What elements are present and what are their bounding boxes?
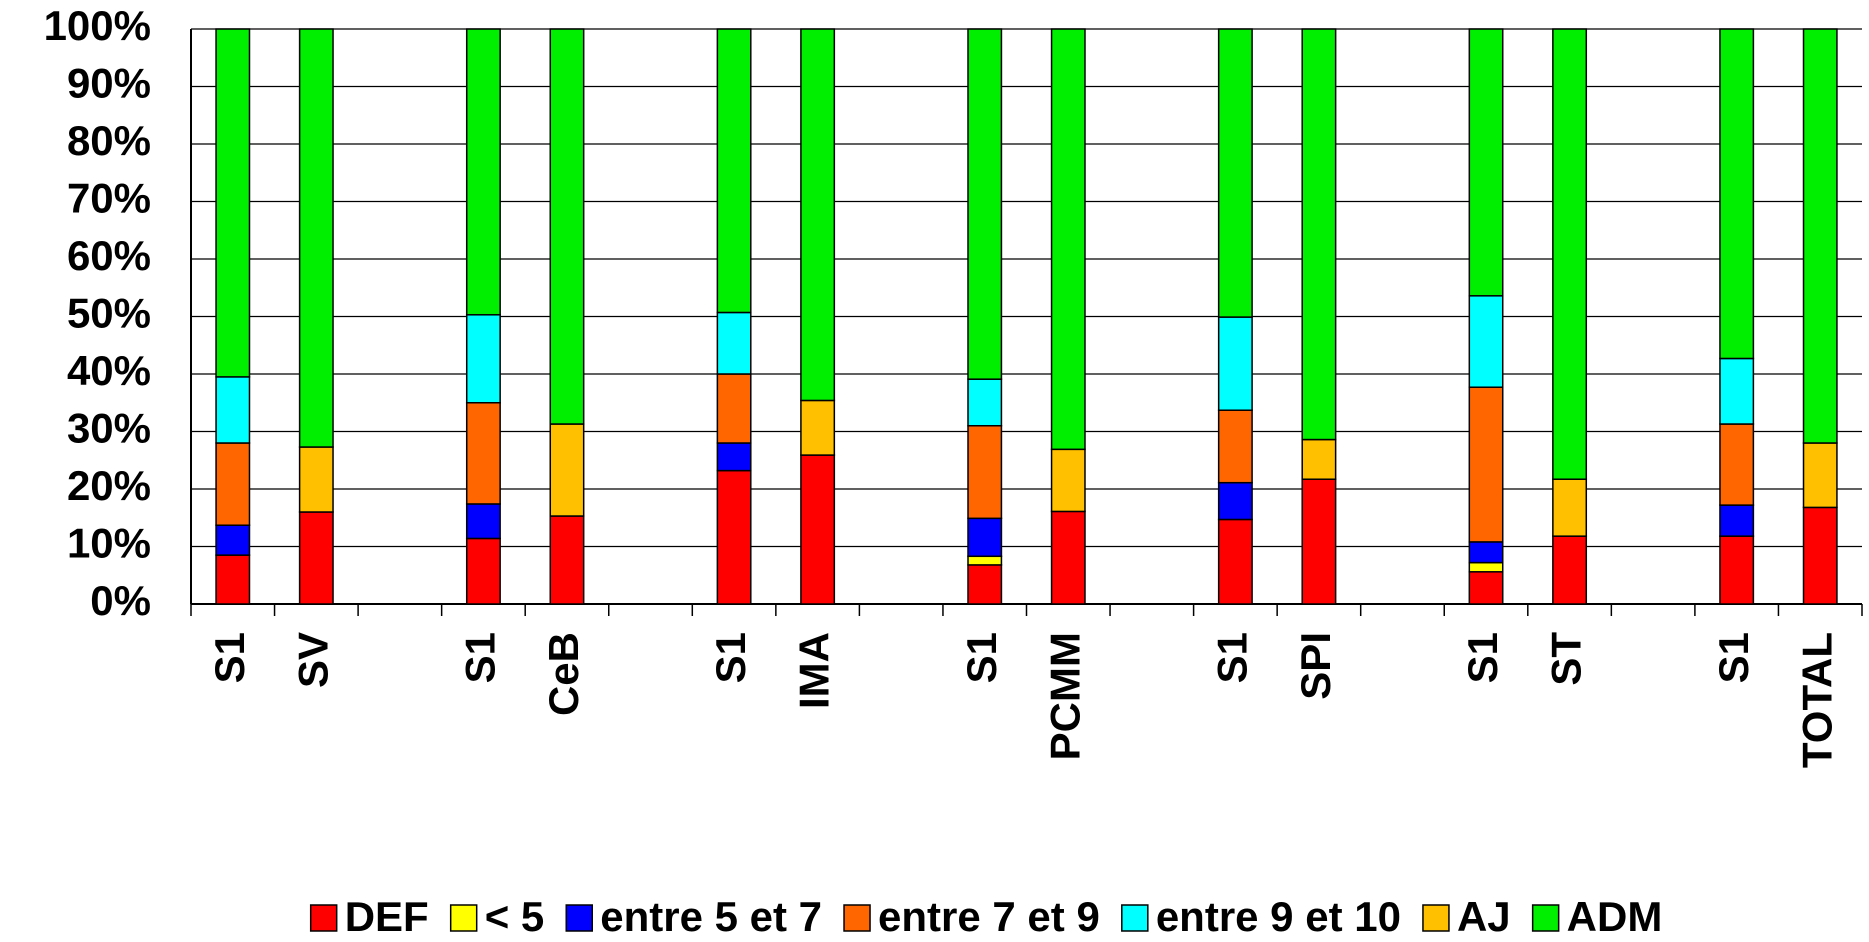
- y-tick-label: 40%: [67, 347, 151, 394]
- x-tick-label: SPI: [1292, 632, 1339, 700]
- bar-segment: [1719, 535, 1755, 605]
- bar-segment: [1217, 481, 1253, 521]
- bar-segment: [215, 28, 251, 378]
- bar-segment: [716, 311, 752, 375]
- bar-segment: [1050, 510, 1086, 605]
- bar-segment: [215, 376, 251, 444]
- legend-swatch: [1531, 904, 1560, 932]
- legend-label: entre 9 et 10: [1156, 893, 1401, 940]
- bar-segment: [549, 28, 585, 425]
- bar-segment: [298, 511, 334, 605]
- x-tick-label: TOTAL: [1793, 632, 1840, 768]
- x-tick-label: S1: [1710, 632, 1757, 683]
- bar-segment: [1301, 28, 1337, 441]
- bar-segment: [549, 423, 585, 517]
- y-tick-label: 90%: [67, 60, 151, 107]
- bar-segment: [1217, 409, 1253, 484]
- y-tick-label: 70%: [67, 175, 151, 222]
- y-tick-label: 60%: [67, 232, 151, 279]
- bar-segment: [1217, 28, 1253, 318]
- bar-segment: [716, 469, 752, 605]
- y-tick-label: 30%: [67, 405, 151, 452]
- bar-segment: [1217, 518, 1253, 605]
- bar-segment: [1552, 535, 1588, 605]
- bar-segment: [465, 402, 501, 505]
- bar-segment: [215, 554, 251, 605]
- bar-segment: [1468, 541, 1504, 564]
- x-tick-label: CeB: [540, 632, 587, 716]
- bar-segment: [1802, 442, 1838, 509]
- bar-segment: [1050, 28, 1086, 451]
- legend-label: AJ: [1457, 893, 1511, 940]
- legend-swatch: [565, 904, 593, 932]
- bar-segment: [800, 399, 836, 456]
- x-tick-label: S1: [457, 632, 504, 683]
- bar-segment: [1217, 316, 1253, 411]
- x-tick-label: ST: [1543, 632, 1590, 686]
- legend-swatch: [843, 904, 871, 932]
- bar-segment: [800, 454, 836, 605]
- bar-segment: [1468, 386, 1504, 543]
- bar-segment: [1468, 295, 1504, 388]
- y-tick-label: 0%: [90, 577, 151, 624]
- bar-segment: [298, 28, 334, 448]
- legend-swatch: [449, 904, 478, 932]
- legend-swatch: [1121, 904, 1149, 932]
- legend-label: entre 5 et 7: [600, 893, 822, 940]
- legend-swatch: [309, 904, 338, 932]
- bar-segment: [716, 373, 752, 444]
- legend-label: DEF: [345, 893, 429, 940]
- bar-segment: [967, 517, 1003, 558]
- bar-segment: [1802, 28, 1838, 444]
- x-tick-label: PCMM: [1041, 632, 1088, 760]
- x-tick-label: S1: [958, 632, 1005, 683]
- bar-segment: [1050, 448, 1086, 513]
- bar-segment: [215, 442, 251, 526]
- bar-segment: [465, 537, 501, 605]
- bar-segment: [1468, 28, 1504, 297]
- x-tick-label: S1: [1208, 632, 1255, 683]
- bar-segment: [215, 524, 251, 556]
- bar-segment: [1468, 571, 1504, 605]
- x-tick-label: IMA: [791, 632, 838, 709]
- bar-segment: [465, 314, 501, 404]
- y-tick-label: 10%: [67, 520, 151, 567]
- bar-segment: [716, 442, 752, 472]
- legend-swatch: [1422, 904, 1450, 932]
- x-tick-label: S1: [707, 632, 754, 683]
- bar-segment: [1301, 438, 1337, 480]
- bar-segment: [800, 28, 836, 402]
- bar-segment: [1552, 478, 1588, 537]
- legend-label: < 5: [485, 893, 545, 940]
- bar-segment: [298, 446, 334, 513]
- bar-segment: [967, 564, 1003, 605]
- x-tick-label: S1: [206, 632, 253, 683]
- bar-segment: [716, 28, 752, 314]
- bar-segment: [967, 425, 1003, 520]
- y-tick-label: 50%: [67, 290, 151, 337]
- bar-segment: [967, 378, 1003, 427]
- bar-segment: [967, 28, 1003, 380]
- x-tick-label: S1: [1459, 632, 1506, 683]
- bar-segment: [1719, 504, 1755, 537]
- legend: DEF < 5 entre 5 et 7 entre 7 et 9 entre 9 et…: [309, 893, 1663, 940]
- legend-label: ADM: [1567, 893, 1663, 940]
- y-tick-label: 100%: [44, 2, 151, 49]
- legend-label: entre 7 et 9: [878, 893, 1100, 940]
- bar-segment: [1552, 28, 1588, 480]
- bar-segment: [465, 503, 501, 540]
- bar-segment: [549, 515, 585, 605]
- bar-segment: [967, 555, 1003, 566]
- bar-segment: [465, 28, 501, 316]
- bar-segment: [1719, 357, 1755, 425]
- bar-segment: [1719, 423, 1755, 506]
- bar-segment: [1802, 506, 1838, 605]
- x-tick-label: SV: [289, 632, 336, 688]
- bar-segment: [1719, 28, 1755, 360]
- bar-segment: [1301, 478, 1337, 605]
- bar-segment: [1468, 561, 1504, 573]
- y-tick-label: 80%: [67, 117, 151, 164]
- y-tick-label: 20%: [67, 462, 151, 509]
